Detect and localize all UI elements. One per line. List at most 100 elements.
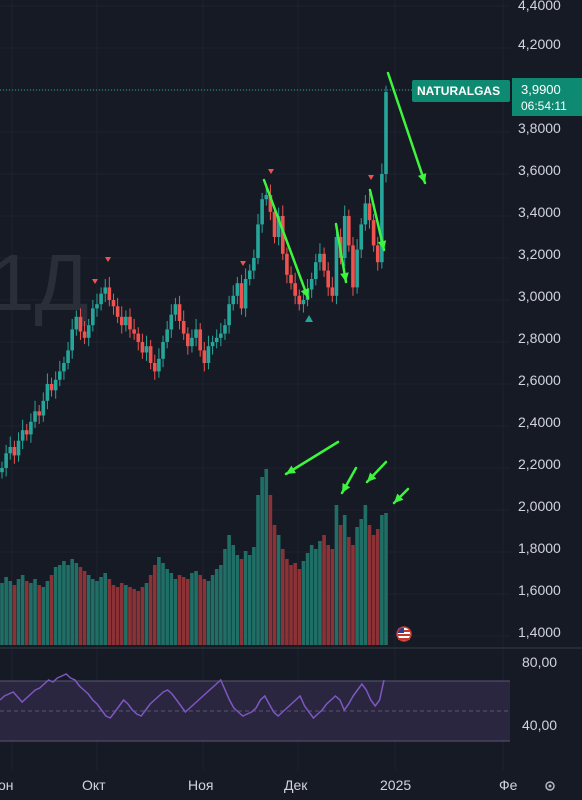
candle-body: [62, 363, 66, 372]
volume-bar: [367, 525, 372, 645]
volume-bar: [165, 569, 169, 645]
time-tick-sep: он: [0, 777, 14, 793]
candle-body: [148, 346, 153, 363]
volume-bar: [239, 559, 244, 645]
volume-bar: [363, 505, 368, 645]
volume-bar: [223, 549, 227, 645]
volume-bar: [272, 525, 277, 645]
candle-body: [111, 300, 116, 307]
volume-bar: [351, 545, 355, 645]
arrow-head: [340, 272, 349, 282]
candle-body: [219, 333, 223, 338]
volume-bar: [16, 579, 21, 645]
volume-bar: [152, 565, 157, 645]
candle-body: [351, 245, 355, 288]
volume-bar: [375, 529, 380, 645]
symbol-tag-label: NATURALGAS: [417, 84, 500, 98]
volume-bar: [128, 587, 132, 645]
candle-body: [74, 316, 79, 330]
candle-body: [0, 468, 4, 473]
candle-body: [4, 453, 8, 468]
candle-body: [53, 379, 58, 391]
rsi-line: [0, 673, 385, 720]
down-marker: [240, 261, 246, 266]
candle-body: [297, 295, 302, 305]
price-tick-2-8: 2,8000: [518, 330, 561, 346]
candle-body: [280, 216, 285, 254]
volume-bar: [214, 569, 219, 645]
candle-body: [268, 195, 273, 212]
volume-bar: [280, 549, 285, 645]
candle-body: [169, 314, 174, 330]
us-flag-icon[interactable]: [396, 626, 412, 642]
volume-bar: [260, 477, 264, 645]
volume-bar: [148, 575, 153, 645]
volume-bar: [301, 561, 306, 645]
arrow-shaft: [334, 222, 348, 284]
candle-body: [202, 350, 207, 363]
candle-body: [144, 346, 149, 353]
candle-body: [301, 300, 306, 305]
candle-body: [58, 371, 62, 380]
volume-bar: [186, 579, 190, 645]
volume-bar: [136, 591, 141, 645]
volume-bar: [8, 581, 13, 645]
symbol-tag-bg: [412, 80, 510, 102]
volume-bar: [58, 565, 62, 645]
price-tick-2-0: 2,0000: [518, 498, 561, 514]
candle-body: [8, 447, 13, 454]
candle-body: [82, 331, 87, 338]
volume-bar: [12, 585, 17, 645]
volume-bar: [0, 583, 4, 645]
volume-bar: [144, 583, 149, 645]
candle-body: [334, 237, 339, 296]
candle-body: [367, 203, 372, 221]
candle-body: [45, 384, 50, 401]
volume-bar: [371, 535, 376, 645]
candle-body: [322, 253, 326, 271]
candle-body: [49, 384, 54, 391]
volume-bar: [219, 565, 223, 645]
volume-bar: [314, 549, 318, 645]
volume-bar: [82, 571, 87, 645]
gear-icon[interactable]: [545, 781, 555, 791]
candle-body: [20, 430, 25, 441]
candle-body: [347, 216, 351, 246]
watermark: 1Д: [0, 238, 89, 327]
symbol-price-tag[interactable]: NATURALGAS 3,9900 06:54:11: [412, 78, 582, 116]
volume-bar: [157, 557, 161, 645]
candle-body: [272, 211, 277, 237]
volume-bar: [86, 575, 91, 645]
volume-bar: [91, 579, 95, 645]
time-tick-feb: Фе: [499, 777, 518, 793]
price-tick-2-2: 2,2000: [518, 456, 561, 472]
candle-body: [342, 216, 347, 258]
price-axis[interactable]: 4,4000 4,2000 3,8000 3,6000 3,4000 3,200…: [518, 0, 561, 640]
rsi-tick-80: 80,00: [522, 654, 557, 670]
volume-bar: [99, 577, 103, 645]
arrow-shaft: [368, 188, 386, 252]
candle-body: [173, 304, 178, 315]
candle-body: [239, 283, 244, 309]
down-marker: [92, 279, 98, 284]
candle-body: [99, 293, 103, 305]
price-tick-2-6: 2,6000: [518, 372, 561, 388]
volume-bar: [49, 575, 54, 645]
volume-bar: [338, 525, 343, 645]
candle-body: [264, 195, 269, 200]
volume-bar: [334, 505, 339, 645]
time-tick-2025: 2025: [380, 777, 411, 793]
volume-bar: [252, 547, 256, 645]
volume-bar: [173, 579, 178, 645]
price-tick-3-4: 3,4000: [518, 204, 561, 220]
time-axis[interactable]: он Окт Ноя Дек 2025 Фе: [0, 777, 518, 793]
candle-body: [103, 287, 108, 294]
volume-bar: [256, 495, 260, 645]
volume-bar: [20, 575, 25, 645]
volume-bar: [380, 515, 384, 645]
arrow-head: [367, 472, 377, 482]
price-tick-1-6: 1,6000: [518, 582, 561, 598]
candle-body: [190, 337, 194, 347]
